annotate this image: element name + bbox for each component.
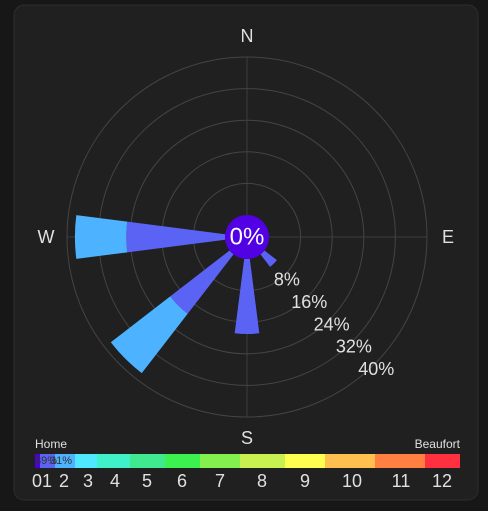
- legend-label: 1: [42, 471, 52, 491]
- legend-label: 11: [392, 471, 411, 491]
- legend-label: 12: [432, 471, 452, 491]
- legend-label: 6: [177, 471, 187, 491]
- petal: [234, 258, 260, 335]
- legend-title: Home: [35, 437, 67, 451]
- direction-label: E: [442, 227, 454, 247]
- grid-ring: [66, 56, 428, 418]
- legend-swatch: [97, 454, 130, 468]
- legend-swatch: [40, 454, 55, 468]
- legend-swatch: [130, 454, 165, 468]
- legend-label: 5: [142, 471, 152, 491]
- legend-swatch: [240, 454, 285, 468]
- legend-unit: Beaufort: [415, 437, 461, 451]
- legend-label: 2: [59, 471, 69, 491]
- legend-label: 0: [32, 471, 42, 491]
- legend-swatch: [425, 454, 460, 468]
- legend-swatch: [75, 454, 97, 468]
- legend-label: 9: [300, 471, 310, 491]
- legend-swatch: [375, 454, 425, 468]
- petal: [126, 221, 226, 253]
- direction-label: S: [241, 428, 253, 448]
- direction-label: N: [241, 26, 254, 46]
- radial-tick-label: 32%: [336, 337, 372, 357]
- legend-label: 4: [110, 471, 120, 491]
- legend-label: 3: [83, 471, 93, 491]
- legend-label: 8: [257, 471, 267, 491]
- legend-swatch: [325, 454, 375, 468]
- petal: [170, 250, 234, 314]
- petal: [110, 296, 188, 374]
- petal: [260, 250, 277, 267]
- calm-circle: [225, 215, 269, 259]
- petal: [74, 215, 128, 259]
- radial-tick-label: 40%: [358, 359, 394, 379]
- legend-swatch: [165, 454, 200, 468]
- legend-swatch: [285, 454, 325, 468]
- calm-label: 0%: [230, 223, 265, 250]
- legend-share: 31%: [50, 455, 72, 467]
- legend-swatch: [200, 454, 240, 468]
- legend-share: 39%: [35, 455, 57, 467]
- legend-swatch: [35, 454, 40, 468]
- radial-tick-label: 16%: [291, 292, 327, 312]
- direction-label: W: [38, 227, 55, 247]
- legend-swatch: [55, 454, 75, 468]
- legend-label: 10: [342, 471, 362, 491]
- legend-label: 7: [215, 471, 225, 491]
- radial-tick-label: 8%: [274, 270, 300, 290]
- radial-tick-label: 24%: [314, 314, 350, 334]
